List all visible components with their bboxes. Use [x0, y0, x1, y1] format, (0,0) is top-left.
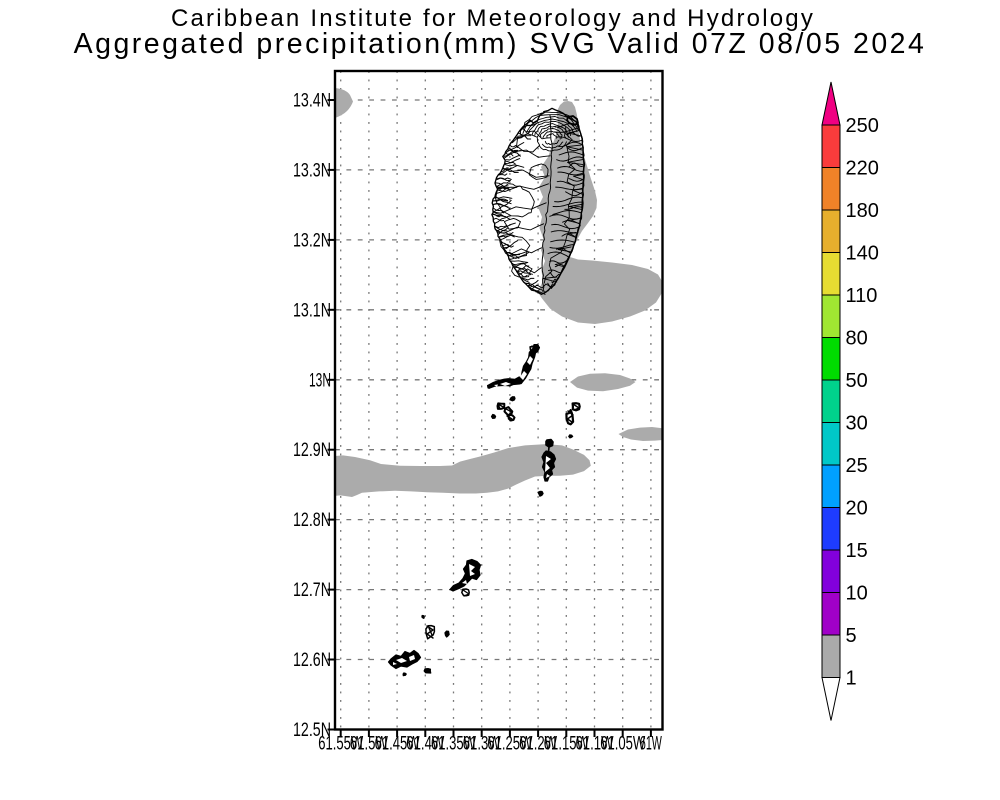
svg-text:110: 110: [846, 285, 878, 307]
svg-text:20: 20: [846, 497, 868, 519]
svg-text:61.35W: 61.35W: [431, 733, 476, 755]
svg-text:Caribbean Institute for Meteor: Caribbean Institute for Meteorology and …: [171, 5, 815, 32]
svg-text:13N: 13N: [309, 369, 331, 391]
svg-text:61.45W: 61.45W: [375, 733, 420, 755]
svg-text:61.1W: 61.1W: [576, 733, 614, 755]
svg-text:5: 5: [846, 625, 857, 647]
svg-text:1: 1: [846, 667, 857, 689]
svg-text:Aggregated precipitation(mm) S: Aggregated precipitation(mm) SVG Valid 0…: [74, 28, 927, 60]
svg-text:80: 80: [846, 327, 868, 349]
svg-text:10: 10: [846, 582, 868, 604]
svg-text:13.1N: 13.1N: [293, 299, 331, 321]
svg-text:13.3N: 13.3N: [293, 159, 331, 181]
svg-text:61.05W: 61.05W: [600, 733, 645, 755]
svg-text:15: 15: [846, 540, 868, 562]
svg-text:61.15W: 61.15W: [544, 733, 589, 755]
svg-text:12.8N: 12.8N: [293, 509, 331, 531]
svg-text:12.9N: 12.9N: [293, 439, 331, 461]
svg-text:61.4W: 61.4W: [406, 733, 444, 755]
svg-text:61.5W: 61.5W: [350, 733, 388, 755]
svg-text:61.25W: 61.25W: [487, 733, 532, 755]
svg-text:140: 140: [846, 242, 879, 264]
svg-text:61.2W: 61.2W: [519, 733, 557, 755]
svg-text:220: 220: [846, 157, 879, 179]
svg-text:50: 50: [846, 370, 868, 392]
svg-text:12.5N: 12.5N: [293, 719, 331, 741]
svg-text:12.7N: 12.7N: [293, 579, 331, 601]
svg-text:61W: 61W: [640, 733, 662, 755]
svg-text:13.2N: 13.2N: [293, 229, 331, 251]
svg-text:13.4N: 13.4N: [293, 90, 331, 112]
svg-text:250: 250: [846, 115, 879, 137]
svg-text:25: 25: [846, 455, 868, 477]
svg-text:180: 180: [846, 200, 879, 222]
svg-text:30: 30: [846, 412, 868, 434]
svg-text:12.6N: 12.6N: [293, 649, 331, 671]
svg-text:61.55W: 61.55W: [318, 733, 363, 755]
svg-text:61.3W: 61.3W: [463, 733, 501, 755]
